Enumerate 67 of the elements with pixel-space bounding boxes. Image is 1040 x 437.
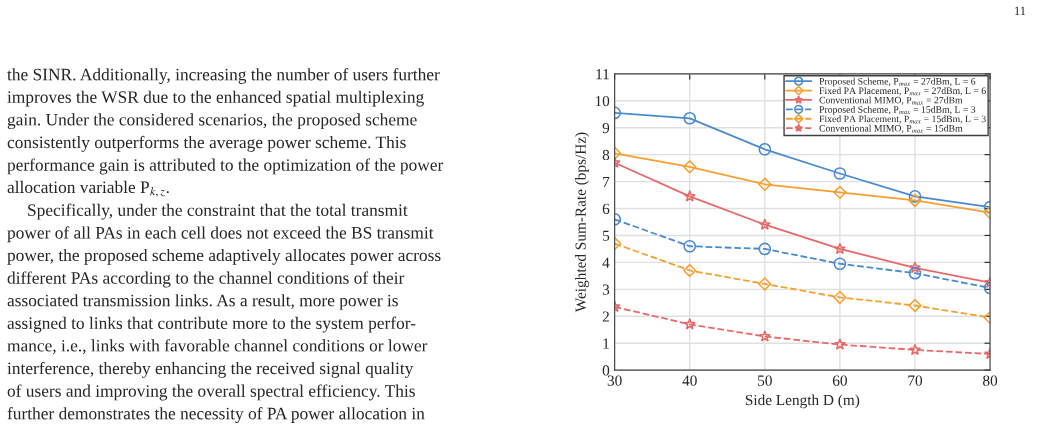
point [758, 277, 772, 291]
text: power of all PAs in each cell does not exceed the BS transmit [7, 226, 434, 243]
y-tick-label: 3 [602, 284, 610, 295]
x-tick-label: 40 [682, 375, 697, 386]
text: interference, thereby enhancing the received signal quality [7, 361, 414, 378]
point [908, 190, 922, 203]
x-tick-label: 80 [983, 375, 998, 386]
point [908, 343, 922, 356]
point [833, 338, 846, 350]
x-tick-label: 30 [607, 375, 622, 386]
legend-label: Proposed Scheme, P$_{max}$ = 27dBm, L = 6 [819, 77, 976, 87]
text: consistently outperforms the average power scheme. This [7, 135, 406, 152]
point [683, 263, 697, 278]
y-tick-label: 2 [602, 311, 609, 322]
legend-label: Conventional MIMO, P$_{max}$ = 15dBm [819, 124, 963, 133]
x-tick-label: 60 [832, 375, 847, 386]
point [683, 239, 697, 253]
text: performance gain is attributed to the optimization of the power [7, 158, 444, 175]
text: different PAs according to the channel conditions of their [7, 271, 405, 288]
point [683, 160, 697, 174]
point [758, 242, 772, 256]
y-tick-label: 6 [602, 203, 610, 214]
text: associated transmission links. As a result, more power is [7, 294, 398, 310]
text: Specifically, under the constraint that the total transmit [28, 203, 408, 220]
point [833, 290, 847, 305]
text: gain. Under the considered scenarios, the proposed scheme [7, 113, 417, 130]
point [758, 142, 772, 156]
legend-label: Fixed PA Placement, P$_{max}$ = 15dBm, L = 3 [819, 115, 986, 124]
y-tick-label: 8 [602, 149, 610, 161]
y-tick-label: 4 [602, 257, 610, 268]
text: allocation variable P$_{k,z}$. [7, 180, 169, 197]
point [683, 190, 696, 202]
legend-label: Conventional MIMO, P$_{max}$ = 27dBm [819, 96, 963, 105]
point [758, 330, 771, 342]
point [833, 242, 846, 255]
legend-label: Proposed Scheme, P$_{max}$ = 15dBm, L = 3 [819, 105, 976, 115]
point [758, 218, 771, 230]
text: further demonstrates the necessity of PA power allocation in [7, 407, 425, 423]
text: of users and improving the overall spectral efficiency. This [7, 384, 415, 401]
y-tick-label: 7 [603, 176, 610, 187]
y-tick-label: 1 [603, 338, 609, 349]
point [908, 193, 922, 208]
point [908, 266, 922, 280]
y-tick-label: 0 [602, 365, 610, 376]
point [683, 318, 696, 330]
x-tick-label: 50 [758, 375, 772, 386]
point [833, 167, 847, 180]
text: improves the WSR due to the enhanced spatial multiplexing [7, 90, 424, 107]
legend-label: Fixed PA Placement, P$_{max}$ = 27dBm, L = 6 [819, 87, 986, 96]
point [758, 177, 772, 191]
text: mance, i.e., links with favorable channel conditions or lower [7, 339, 428, 355]
point [908, 261, 922, 274]
y-axis-title: Weighted Sum-Rate (bps/Hz) [575, 132, 589, 313]
y-tick-label: 5 [603, 230, 610, 241]
point [908, 298, 922, 313]
point [833, 185, 847, 200]
y-tick-label: 10 [595, 95, 610, 107]
text: the SINR. Additionally, increasing the number of users further [7, 68, 440, 84]
text: assigned to links that contribute more to the system perfor- [7, 316, 416, 333]
text: power, the proposed scheme adaptively allocates power across [7, 248, 441, 265]
y-tick-label: 11 [596, 69, 609, 80]
x-axis-title: Side Length D (m) [745, 394, 860, 409]
x-tick-label: 70 [908, 375, 923, 386]
point [833, 257, 847, 271]
text: 11 [1015, 6, 1026, 16]
y-tick-label: 9 [602, 122, 610, 134]
point [683, 111, 697, 125]
